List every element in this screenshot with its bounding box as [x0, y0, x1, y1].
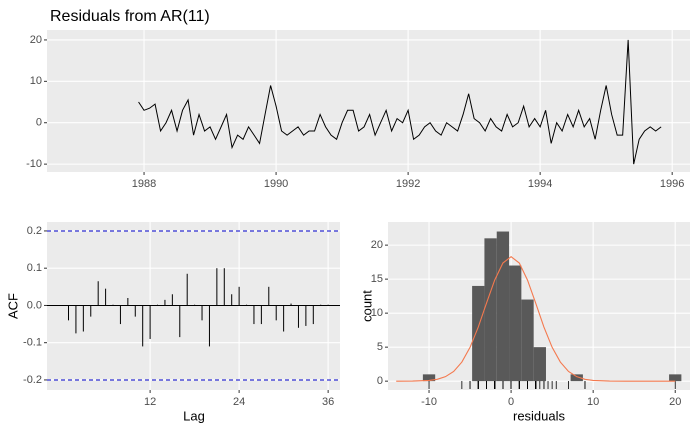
y-tick-label: 10 — [371, 307, 383, 319]
x-tick-label: 1996 — [660, 178, 684, 190]
x-tick-label: 10 — [587, 396, 599, 408]
x-axis-title: residuals — [513, 408, 566, 423]
chart-title: Residuals from AR(11) — [50, 8, 210, 25]
histogram-bar — [521, 299, 534, 382]
x-tick-label: 1992 — [396, 178, 420, 190]
plot-panel — [47, 30, 690, 172]
y-tick-label: 20 — [371, 239, 383, 251]
series-line — [138, 39, 662, 165]
histogram-bar — [472, 285, 485, 382]
histogram-bar — [509, 265, 522, 382]
y-tick-label: 20 — [30, 34, 42, 46]
y-tick-label: -10 — [26, 158, 42, 170]
x-tick-label: 1994 — [528, 178, 552, 190]
x-tick-label: 20 — [669, 396, 681, 408]
density-curve — [396, 255, 676, 382]
x-tick-label: 1990 — [264, 178, 288, 190]
y-tick-label: 0 — [377, 375, 383, 387]
y-axis-title: count — [359, 290, 374, 322]
histogram-bar — [533, 347, 546, 382]
y-tick-label: 10 — [30, 75, 42, 87]
y-axis-title: ACF — [5, 293, 20, 319]
x-tick-label: 0 — [508, 396, 514, 408]
y-tick-label: -0.1 — [23, 337, 42, 349]
x-tick-label: 1988 — [132, 178, 156, 190]
histogram-bar — [484, 238, 497, 382]
y-tick-label: 0.1 — [27, 262, 42, 274]
y-tick-label: 0.0 — [27, 299, 42, 311]
histogram-bar — [422, 374, 436, 382]
x-tick-label: 12 — [144, 396, 156, 408]
y-tick-label: 0.2 — [27, 225, 42, 237]
histogram-bar — [496, 231, 510, 382]
y-tick-label: 0 — [36, 117, 42, 129]
y-tick-label: 5 — [377, 341, 383, 353]
x-tick-label: -10 — [421, 396, 437, 408]
x-tick-label: 36 — [322, 396, 334, 408]
x-tick-label: 24 — [233, 396, 245, 408]
histogram-bar — [570, 374, 583, 382]
y-tick-label: -0.2 — [23, 374, 42, 386]
histogram-bar — [669, 374, 682, 382]
y-tick-label: 15 — [371, 273, 383, 285]
x-axis-title: Lag — [183, 408, 205, 423]
plot-panel — [47, 222, 340, 390]
